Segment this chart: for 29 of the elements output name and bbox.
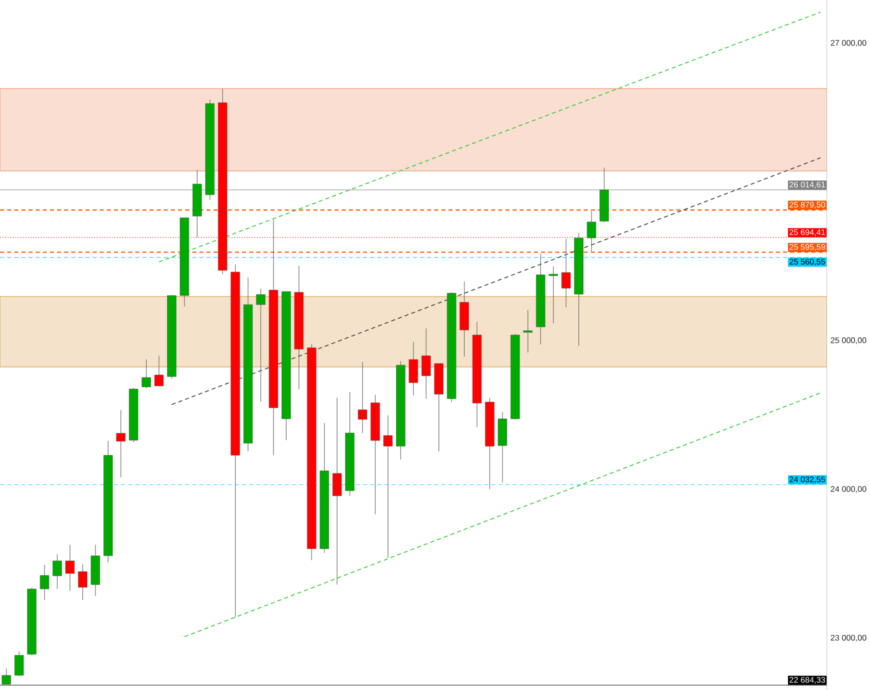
- candlestick: [65, 544, 75, 591]
- candlestick: [142, 358, 151, 388]
- candlestick: [116, 410, 126, 478]
- candlestick: [14, 650, 24, 676]
- candlestick: [256, 288, 266, 402]
- candlestick: [154, 355, 164, 386]
- candlestick: [408, 341, 418, 396]
- candlestick: [358, 361, 368, 434]
- ref-line-label: 25 879,50: [790, 202, 826, 208]
- ref-line-label: 25 694,41: [790, 229, 825, 236]
- y-tick-label: 23 000,00: [830, 634, 866, 642]
- candlestick: [40, 564, 50, 600]
- candlestick: [383, 414, 393, 558]
- candlestick: [2, 668, 11, 684]
- candlestick: [78, 564, 88, 600]
- ref-line-label: 22 684,33: [790, 676, 826, 684]
- ref-line-label: 26 014,61: [790, 182, 825, 188]
- candlestick: [422, 328, 431, 399]
- ref-line-label: 25 595,59: [790, 244, 825, 251]
- candlestick: [332, 397, 342, 585]
- ref-line-label: 25 560,55: [790, 258, 826, 266]
- y-tick-label: 24 000,00: [830, 486, 866, 493]
- candlestick: [523, 309, 533, 353]
- candlestick: [548, 266, 558, 324]
- ref-line-label: 24 032,55: [790, 476, 826, 483]
- candlestick: [52, 554, 62, 590]
- y-tick-label: 27 000,00: [830, 40, 866, 46]
- y-tick-label: 25 000,00: [830, 337, 866, 344]
- candlestick: [586, 210, 596, 252]
